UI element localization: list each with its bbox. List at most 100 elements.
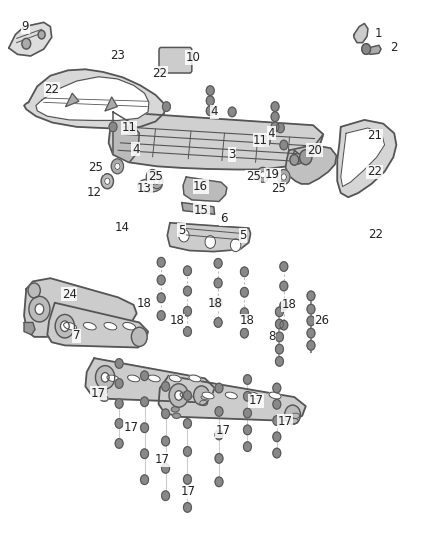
- Ellipse shape: [247, 392, 259, 399]
- Text: 17: 17: [124, 422, 139, 434]
- Text: 20: 20: [307, 144, 322, 157]
- Circle shape: [162, 382, 170, 391]
- Text: 5: 5: [240, 229, 247, 242]
- Circle shape: [115, 359, 123, 368]
- Text: 25: 25: [246, 171, 261, 183]
- Ellipse shape: [292, 413, 300, 418]
- Text: 4: 4: [132, 143, 140, 156]
- Text: 21: 21: [367, 130, 382, 142]
- Circle shape: [115, 378, 123, 388]
- Circle shape: [22, 38, 31, 49]
- Circle shape: [244, 375, 251, 384]
- Circle shape: [276, 357, 283, 366]
- Text: 17: 17: [181, 486, 196, 498]
- Circle shape: [141, 423, 148, 433]
- Circle shape: [214, 298, 222, 308]
- Text: 18: 18: [170, 314, 185, 327]
- Ellipse shape: [138, 179, 162, 192]
- Circle shape: [214, 318, 222, 327]
- Circle shape: [228, 107, 236, 117]
- Circle shape: [281, 174, 286, 180]
- Circle shape: [175, 391, 183, 400]
- Circle shape: [169, 384, 188, 407]
- Circle shape: [206, 96, 214, 106]
- Circle shape: [184, 306, 191, 316]
- Circle shape: [111, 159, 124, 174]
- Circle shape: [276, 332, 283, 342]
- Circle shape: [244, 442, 251, 451]
- Circle shape: [131, 327, 147, 346]
- Circle shape: [240, 287, 248, 297]
- Circle shape: [154, 178, 159, 184]
- Circle shape: [244, 408, 251, 418]
- Circle shape: [240, 267, 248, 277]
- Circle shape: [184, 327, 191, 336]
- Circle shape: [276, 344, 283, 354]
- Circle shape: [184, 475, 191, 484]
- Circle shape: [184, 391, 191, 400]
- Circle shape: [141, 475, 148, 484]
- Text: 22: 22: [368, 228, 383, 241]
- Text: 7: 7: [73, 329, 81, 342]
- Circle shape: [205, 236, 215, 248]
- Circle shape: [55, 314, 74, 338]
- Circle shape: [141, 449, 148, 458]
- Circle shape: [273, 432, 281, 441]
- Circle shape: [273, 383, 281, 393]
- Circle shape: [179, 229, 189, 242]
- Circle shape: [157, 293, 165, 303]
- Circle shape: [38, 30, 45, 39]
- Text: 25: 25: [148, 171, 163, 183]
- Ellipse shape: [180, 392, 192, 399]
- Text: 13: 13: [137, 182, 152, 195]
- Text: 11: 11: [122, 122, 137, 134]
- Polygon shape: [24, 69, 164, 129]
- Circle shape: [280, 320, 288, 330]
- Circle shape: [262, 136, 270, 146]
- Ellipse shape: [173, 413, 180, 418]
- Polygon shape: [9, 22, 52, 56]
- Circle shape: [206, 106, 214, 116]
- Circle shape: [109, 122, 117, 132]
- Polygon shape: [109, 112, 323, 169]
- Text: 15: 15: [194, 204, 209, 217]
- Text: 25: 25: [88, 161, 103, 174]
- Text: 17: 17: [249, 394, 264, 407]
- Polygon shape: [167, 223, 251, 252]
- Circle shape: [206, 86, 214, 95]
- Circle shape: [276, 307, 283, 317]
- Text: 18: 18: [282, 298, 297, 311]
- Circle shape: [162, 102, 170, 111]
- Ellipse shape: [107, 375, 119, 382]
- Text: 11: 11: [253, 134, 268, 147]
- Circle shape: [276, 319, 283, 329]
- Circle shape: [362, 44, 371, 54]
- Text: 23: 23: [110, 50, 125, 62]
- Circle shape: [257, 167, 269, 182]
- Ellipse shape: [200, 400, 208, 406]
- Text: 18: 18: [240, 314, 255, 327]
- Polygon shape: [159, 376, 306, 421]
- Text: 14: 14: [114, 221, 129, 233]
- Circle shape: [240, 308, 248, 318]
- Circle shape: [115, 163, 120, 169]
- Text: 16: 16: [193, 180, 208, 193]
- Circle shape: [101, 174, 113, 189]
- Circle shape: [290, 155, 299, 165]
- Text: 19: 19: [265, 168, 280, 181]
- Text: 5: 5: [178, 224, 185, 237]
- Polygon shape: [183, 177, 227, 201]
- Circle shape: [276, 123, 284, 133]
- Circle shape: [273, 416, 281, 425]
- Circle shape: [215, 430, 223, 440]
- Polygon shape: [66, 93, 79, 107]
- Circle shape: [280, 301, 288, 310]
- Text: 18: 18: [137, 297, 152, 310]
- Circle shape: [95, 366, 115, 389]
- Circle shape: [184, 286, 191, 296]
- Polygon shape: [341, 128, 385, 187]
- Circle shape: [151, 174, 163, 189]
- Ellipse shape: [83, 322, 96, 330]
- FancyBboxPatch shape: [159, 47, 192, 73]
- Text: 4: 4: [211, 106, 219, 118]
